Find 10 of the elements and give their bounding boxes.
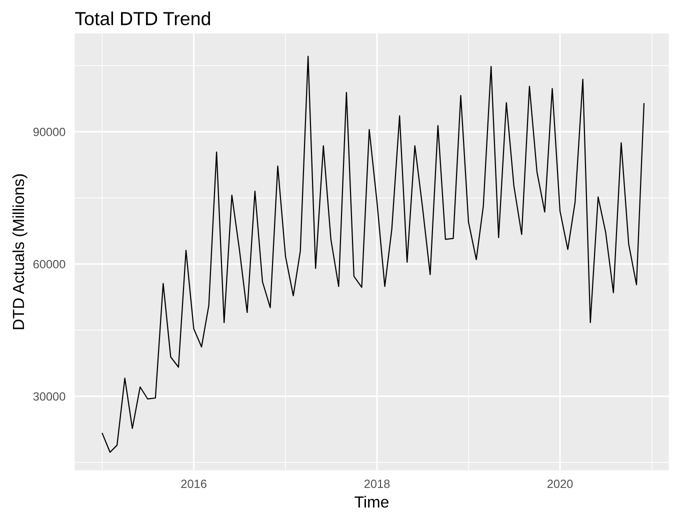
x-tick-label: 2016 <box>181 480 206 488</box>
line-series <box>102 56 645 453</box>
y-tick-label: 90000 <box>33 128 66 136</box>
x-axis-title: Time <box>354 496 388 508</box>
chart-title: Total DTD Trend <box>75 11 210 26</box>
y-axis-title: DTD Actuals (Millions) <box>12 174 28 330</box>
y-tick-label: 30000 <box>33 392 66 401</box>
y-tick-label: 60000 <box>33 260 66 268</box>
x-tick-label: 2018 <box>364 480 390 488</box>
x-tick-label: 2020 <box>547 480 573 488</box>
